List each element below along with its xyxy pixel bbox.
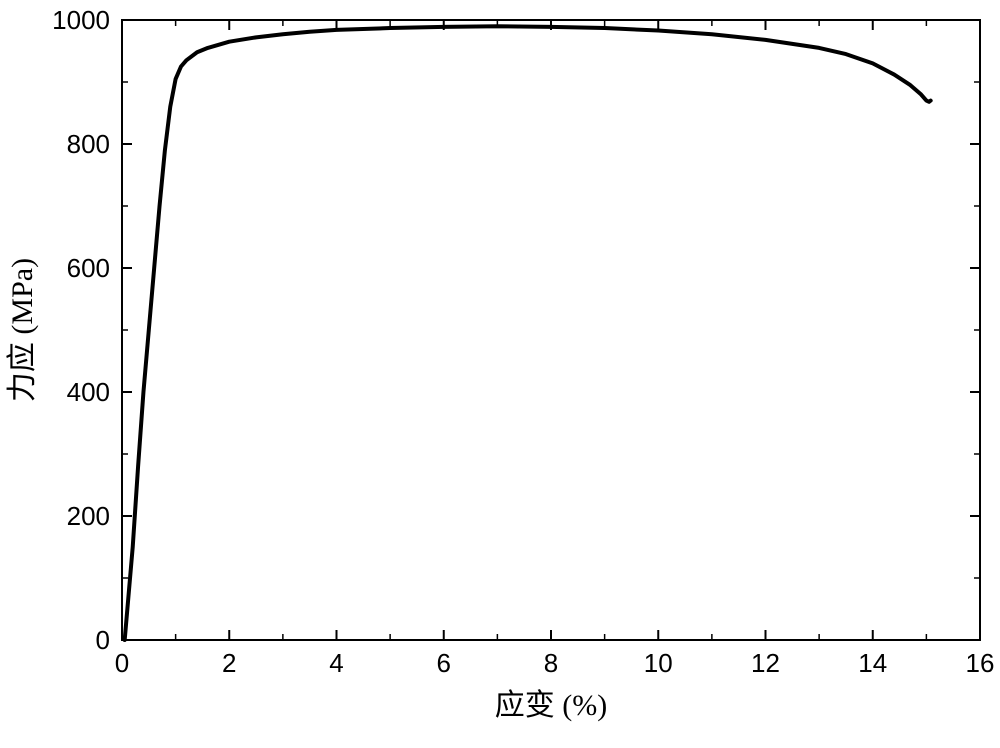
y-axis-label: 力应 (MPa) [6, 258, 39, 402]
stress-strain-chart: 0 2 4 6 8 10 12 14 16 0 200 400 600 800 1000 应变 (%) 力应 (… [0, 0, 1000, 748]
y-tick-label: 200 [67, 501, 110, 531]
x-tick-label: 10 [644, 648, 673, 678]
chart-container: 0 2 4 6 8 10 12 14 16 0 200 400 600 800 1000 应变 (%) 力应 (… [0, 0, 1000, 748]
x-axis-label: 应变 (%) [495, 689, 607, 722]
x-tick-label: 16 [966, 648, 995, 678]
y-tick-label: 0 [96, 625, 110, 655]
x-tick-label: 6 [437, 648, 451, 678]
plot-border [122, 20, 980, 640]
y-tick-label: 800 [67, 129, 110, 159]
y-tick-label: 600 [67, 253, 110, 283]
y-tick-label: 400 [67, 377, 110, 407]
x-tick-label: 8 [544, 648, 558, 678]
x-tick-label: 2 [222, 648, 236, 678]
x-tick-label: 14 [858, 648, 887, 678]
y-tick-label: 1000 [52, 5, 110, 35]
x-tick-label: 12 [751, 648, 780, 678]
stress-strain-curve [125, 26, 931, 640]
x-tick-label: 4 [329, 648, 343, 678]
x-tick-label: 0 [115, 648, 129, 678]
